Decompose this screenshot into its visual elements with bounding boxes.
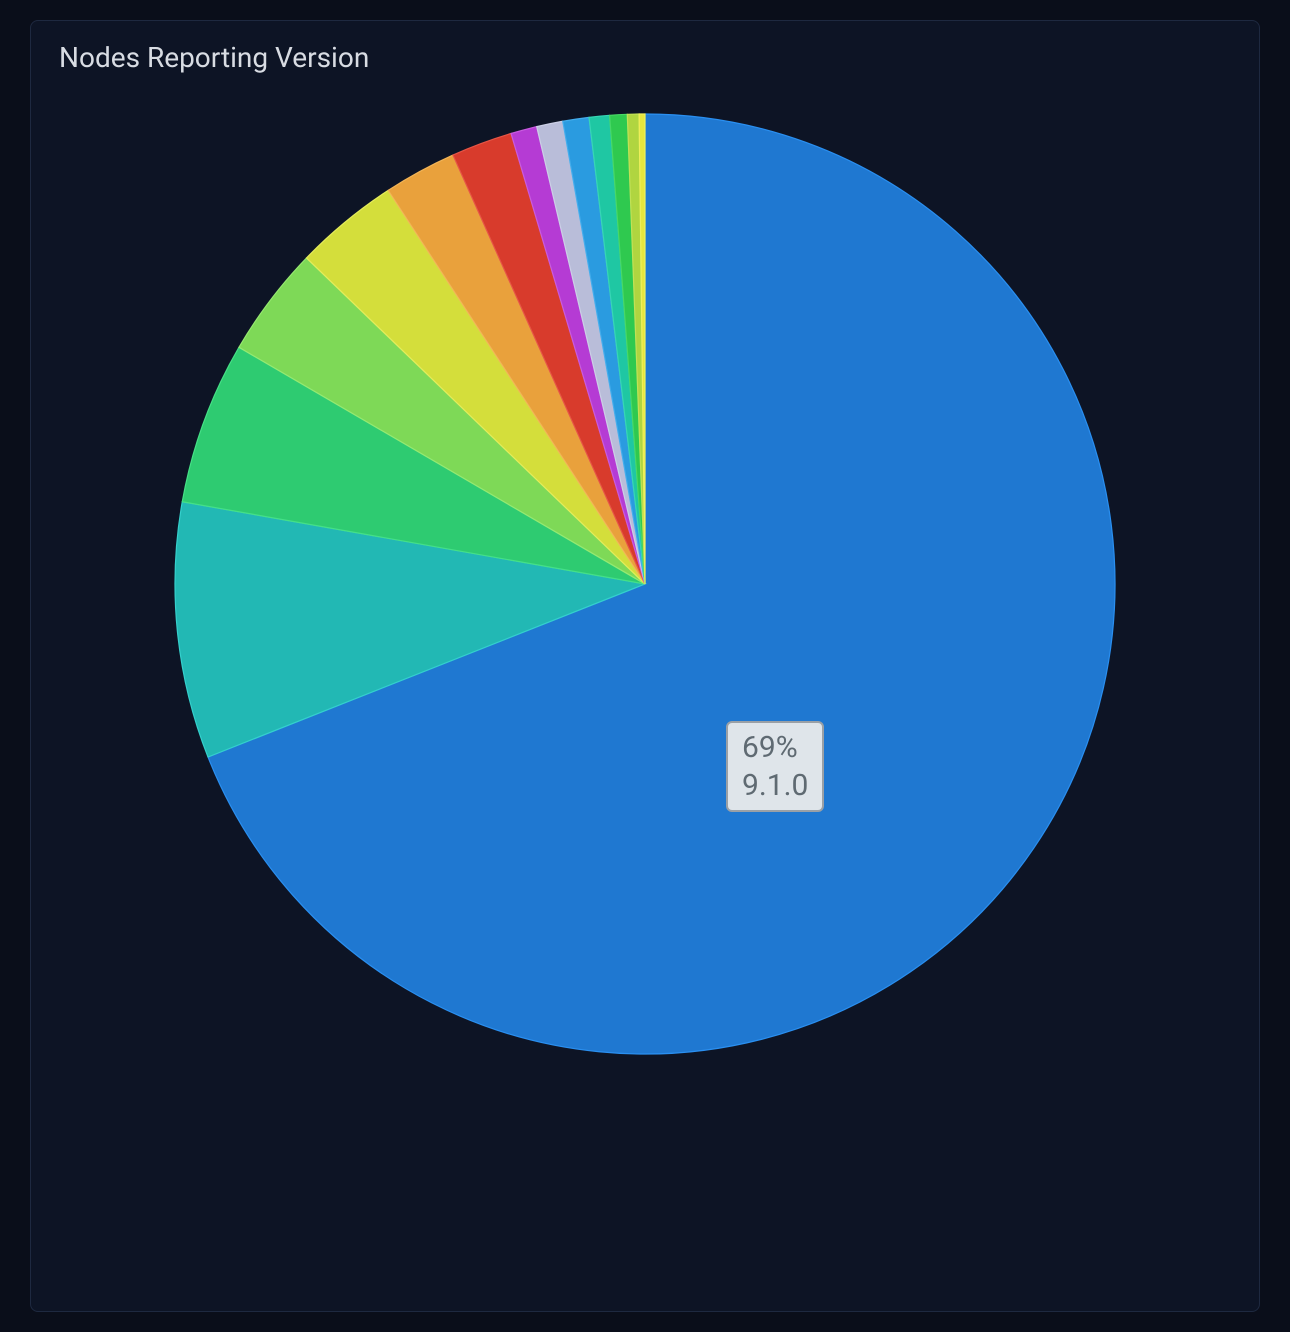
callout-label: 9.1.0	[742, 767, 808, 805]
callout-percent: 69%	[742, 729, 808, 767]
slice-callout: 69% 9.1.0	[726, 721, 824, 812]
pie-chart[interactable]	[155, 94, 1135, 1074]
panel-title: Nodes Reporting Version	[59, 41, 1231, 74]
panel-nodes-reporting-version: Nodes Reporting Version 69% 9.1.0	[30, 20, 1260, 1312]
pie-chart-wrap	[59, 94, 1231, 1074]
